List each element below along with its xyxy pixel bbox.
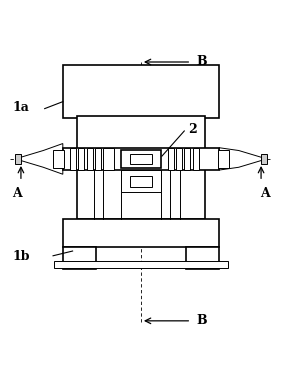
- Text: B: B: [197, 314, 208, 327]
- Bar: [193, 148, 199, 170]
- Bar: [218, 150, 229, 168]
- Polygon shape: [219, 148, 267, 170]
- Bar: [78, 148, 84, 170]
- Bar: [53, 150, 64, 168]
- Bar: [186, 247, 219, 269]
- Polygon shape: [15, 144, 63, 174]
- Bar: [87, 148, 93, 170]
- Bar: [77, 116, 205, 219]
- Bar: [176, 148, 182, 170]
- Bar: [63, 65, 219, 118]
- Bar: [54, 261, 228, 268]
- Text: A: A: [260, 187, 270, 200]
- Bar: [63, 148, 219, 170]
- Bar: [63, 219, 219, 247]
- Bar: [168, 148, 174, 170]
- Bar: [95, 148, 101, 170]
- Text: 2: 2: [188, 123, 197, 136]
- Bar: [15, 154, 21, 164]
- Bar: [122, 170, 160, 193]
- Text: B: B: [197, 55, 208, 68]
- Bar: [70, 148, 76, 170]
- Bar: [103, 148, 114, 170]
- Text: 1b: 1b: [13, 250, 30, 263]
- Bar: [130, 176, 152, 187]
- Bar: [122, 150, 160, 168]
- Bar: [63, 247, 96, 269]
- Bar: [130, 154, 152, 163]
- Bar: [184, 148, 190, 170]
- Text: 1a: 1a: [13, 101, 29, 114]
- Bar: [261, 154, 267, 164]
- Text: A: A: [12, 187, 22, 200]
